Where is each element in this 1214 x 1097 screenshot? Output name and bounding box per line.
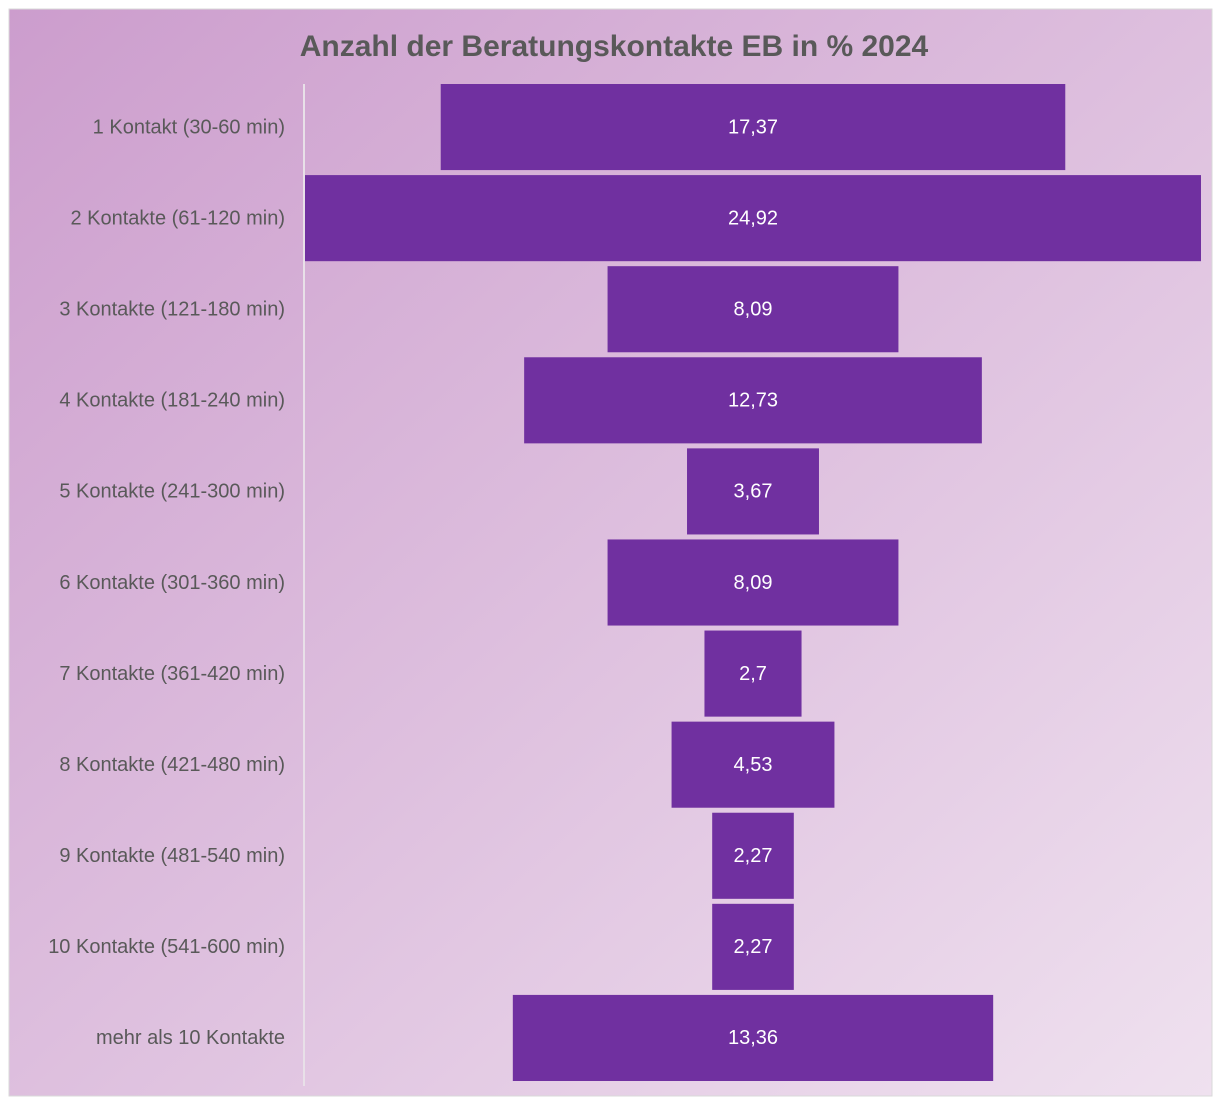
category-label: 1 Kontakt (30-60 min) — [93, 116, 285, 138]
category-label: 8 Kontakte (421-480 min) — [59, 754, 285, 776]
data-label: 3,67 — [734, 481, 773, 503]
data-label: 8,09 — [734, 299, 773, 321]
funnel-bar — [607, 539, 899, 626]
category-label: 3 Kontakte (121-180 min) — [59, 299, 285, 321]
category-label: mehr als 10 Kontakte — [96, 1027, 285, 1049]
category-label: 10 Kontakte (541-600 min) — [48, 936, 285, 958]
data-label: 2,27 — [734, 845, 773, 867]
data-label: 4,53 — [734, 754, 773, 776]
category-label: 5 Kontakte (241-300 min) — [59, 481, 285, 503]
data-label: 8,09 — [734, 572, 773, 594]
chart-title: Anzahl der Beratungskontakte EB in % 202… — [300, 30, 929, 63]
funnel-bar — [712, 812, 794, 899]
funnel-bar — [671, 721, 835, 808]
funnel-bar — [512, 994, 994, 1081]
data-label: 13,36 — [728, 1027, 778, 1049]
category-label: 9 Kontakte (481-540 min) — [59, 845, 285, 867]
data-label: 2,27 — [734, 936, 773, 958]
funnel-bar — [704, 630, 802, 717]
category-label: 4 Kontakte (181-240 min) — [59, 390, 285, 412]
data-label: 12,73 — [728, 390, 778, 412]
funnel-bar — [440, 84, 1066, 171]
data-label: 2,7 — [739, 663, 767, 685]
data-label: 24,92 — [728, 207, 778, 229]
category-label: 2 Kontakte (61-120 min) — [70, 207, 285, 229]
funnel-bar — [712, 903, 794, 990]
category-label: 6 Kontakte (301-360 min) — [59, 572, 285, 594]
funnel-bar — [607, 266, 899, 353]
funnel-bar — [687, 448, 819, 535]
funnel-bar — [524, 357, 982, 444]
funnel-bar — [305, 175, 1201, 262]
data-label: 17,37 — [728, 116, 778, 138]
category-label: 7 Kontakte (361-420 min) — [59, 663, 285, 685]
